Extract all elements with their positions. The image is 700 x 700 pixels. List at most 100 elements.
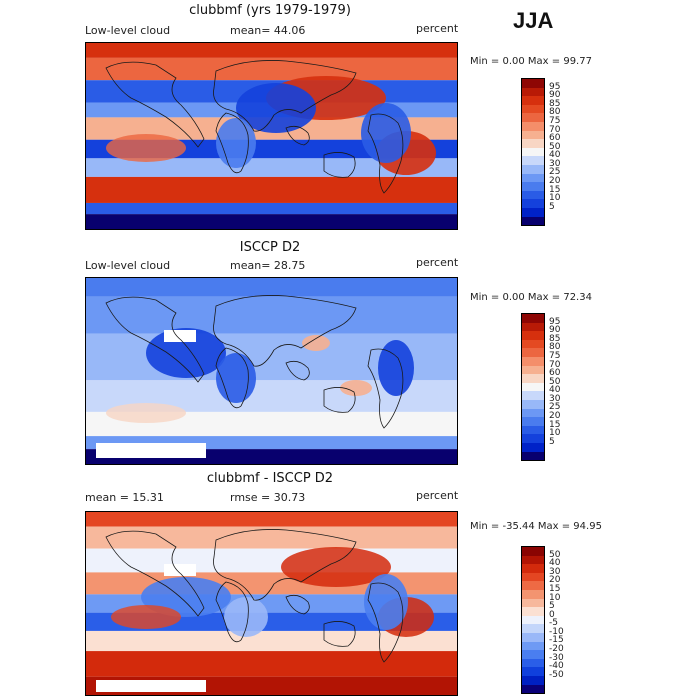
colorbar-tick-label: 95 [549, 316, 561, 327]
colorbar-swatch [522, 374, 544, 383]
colorbar-tick-label: 70 [549, 124, 561, 135]
colorbar-tick-label: -40 [549, 661, 564, 672]
colorbar-tick-label: 50 [549, 549, 561, 560]
colorbar-tick-label: 90 [549, 90, 561, 101]
colorbar-tick-label: 50 [549, 376, 561, 387]
map-field-band [86, 630, 457, 652]
colorbar-swatch [522, 555, 544, 565]
colorbar-tick-label: -10 [549, 626, 564, 637]
colorbar-tick-label: 5 [549, 436, 555, 447]
colorbar-tick-label: 75 [549, 115, 561, 126]
colorbar-tick-label: 5 [549, 601, 555, 612]
panel-2-colorbar [521, 313, 545, 461]
colorbar-tick-label: 20 [549, 176, 561, 187]
panel-3-minmax: Min = -35.44 Max = 94.95 [470, 521, 602, 532]
colorbar-tick-label: -15 [549, 635, 564, 646]
colorbar-swatch [522, 434, 544, 443]
colorbar-tick-label: 20 [549, 411, 561, 422]
colorbar-tick-label: 20 [549, 575, 561, 586]
map-field-blob [106, 403, 186, 423]
colorbar-swatch [522, 451, 544, 461]
colorbar-swatch [522, 408, 544, 418]
panel-1-variable-label: Low-level cloud [85, 24, 171, 37]
coastline [213, 529, 357, 601]
panel-2-minmax: Min = 0.00 Max = 72.34 [470, 292, 592, 303]
colorbar-swatch [522, 547, 544, 556]
colorbar-tick-label: -30 [549, 652, 564, 663]
colorbar-tick-label: 25 [549, 402, 561, 413]
colorbar-swatch [522, 113, 544, 122]
colorbar-swatch [522, 572, 544, 582]
coastline [215, 581, 249, 643]
panel-1-colorbar-labels: 95 90 85 80 75 70 60 50 40 30 25 20 15 10 5 [549, 78, 569, 224]
coastline [215, 347, 249, 409]
missing-data-patch [96, 680, 206, 692]
colorbar-swatch [522, 650, 544, 659]
colorbar-swatch [522, 417, 544, 426]
map-field-band [86, 512, 457, 527]
colorbar-tick-label: 15 [549, 419, 561, 430]
panel-1-map [85, 42, 458, 230]
colorbar-swatch [522, 632, 544, 642]
panel-3-units-label: percent [416, 489, 459, 502]
colorbar-tick-label: 50 [549, 141, 561, 152]
colorbar-tick-label: 90 [549, 325, 561, 336]
colorbar-swatch [522, 348, 544, 357]
coastline [105, 530, 205, 617]
map-field-band [86, 214, 457, 229]
colorbar-swatch [522, 365, 544, 375]
colorbar-tick-label: 40 [549, 150, 561, 161]
colorbar-tick-label: 40 [549, 385, 561, 396]
colorbar-tick-label: 95 [549, 81, 561, 92]
season-label: JJA [513, 8, 554, 33]
colorbar-swatch [522, 641, 544, 651]
colorbar-swatch [522, 598, 544, 608]
colorbar-swatch [522, 667, 544, 676]
map-field-blob [361, 103, 411, 163]
colorbar-tick-label: 60 [549, 368, 561, 379]
panel-3-colorbar-labels: 50 40 30 20 15 10 5 0 -5 -10 -15 -20 -30 -40 -50 [549, 546, 575, 692]
colorbar-swatch [522, 147, 544, 157]
colorbar-tick-label: 40 [549, 558, 561, 569]
panel-2-mean-label: mean= 28.75 [230, 259, 306, 272]
coastline [323, 152, 356, 178]
panel-3-mean-label: mean = 15.31 [85, 491, 164, 504]
colorbar-swatch [522, 564, 544, 573]
colorbar-swatch [522, 199, 544, 208]
colorbar-swatch [522, 216, 544, 226]
map-field-band [86, 202, 457, 215]
colorbar-swatch [522, 658, 544, 668]
map-field-blob [236, 83, 316, 133]
map-field-blob [302, 335, 330, 351]
colorbar-swatch [522, 331, 544, 340]
map-field-blob [216, 118, 256, 168]
coastline [367, 113, 404, 194]
panel-1-units-label: percent [416, 22, 459, 35]
colorbar-tick-label: 85 [549, 98, 561, 109]
colorbar-swatch [522, 684, 544, 694]
panel-1-title: clubbmf (yrs 1979-1979) [189, 3, 351, 18]
colorbar-swatch [522, 164, 544, 174]
colorbar-swatch [522, 322, 544, 332]
colorbar-swatch [522, 79, 544, 88]
map-field-blob [111, 605, 181, 629]
colorbar-tick-label: 30 [549, 393, 561, 404]
map-field-band [86, 278, 457, 297]
colorbar-tick-label: -5 [549, 618, 558, 629]
colorbar-tick-label: 5 [549, 201, 555, 212]
map-field-blob [216, 353, 256, 403]
colorbar-swatch [522, 121, 544, 131]
colorbar-swatch [522, 87, 544, 97]
panel-2-variable-label: Low-level cloud [85, 259, 171, 272]
map-field-blob [224, 597, 268, 637]
coastline [285, 594, 310, 615]
map-field-blob [106, 134, 186, 162]
colorbar-tick-label: 25 [549, 167, 561, 178]
colorbar-swatch [522, 581, 544, 590]
coastline [323, 621, 356, 647]
panel-3-title: clubbmf - ISCCP D2 [206, 471, 334, 486]
colorbar-swatch [522, 589, 544, 599]
coastline [215, 112, 249, 174]
colorbar-swatch [522, 130, 544, 140]
panel-3-map [85, 511, 458, 696]
